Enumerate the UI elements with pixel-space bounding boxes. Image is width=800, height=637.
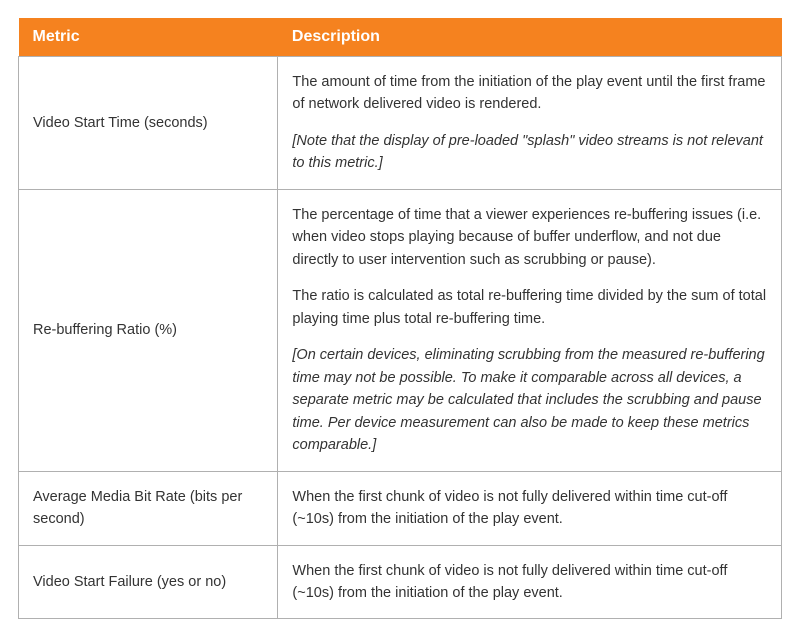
table-row: Video Start Failure (yes or no) When the… bbox=[19, 545, 782, 619]
description-cell: The percentage of time that a viewer exp… bbox=[278, 189, 782, 471]
metric-cell: Video Start Failure (yes or no) bbox=[19, 545, 278, 619]
header-metric: Metric bbox=[19, 18, 278, 57]
table-body: Video Start Time (seconds) The amount of… bbox=[19, 57, 782, 619]
description-text: When the first chunk of video is not ful… bbox=[292, 560, 767, 605]
table-row: Re-buffering Ratio (%) The percentage of… bbox=[19, 189, 782, 471]
description-text: The ratio is calculated as total re-buff… bbox=[292, 285, 767, 330]
description-note: [Note that the display of pre-loaded "sp… bbox=[292, 130, 767, 175]
header-description: Description bbox=[278, 18, 782, 57]
description-text: The amount of time from the initiation o… bbox=[292, 71, 767, 116]
description-text: When the first chunk of video is not ful… bbox=[292, 486, 767, 531]
metrics-table: Metric Description Video Start Time (sec… bbox=[18, 18, 782, 619]
metric-cell: Video Start Time (seconds) bbox=[19, 57, 278, 190]
description-note: [On certain devices, eliminating scrubbi… bbox=[292, 344, 767, 456]
description-text: The percentage of time that a viewer exp… bbox=[292, 204, 767, 271]
description-cell: The amount of time from the initiation o… bbox=[278, 57, 782, 190]
table-header: Metric Description bbox=[19, 18, 782, 57]
description-cell: When the first chunk of video is not ful… bbox=[278, 471, 782, 545]
table-row: Video Start Time (seconds) The amount of… bbox=[19, 57, 782, 190]
table-row: Average Media Bit Rate (bits per second)… bbox=[19, 471, 782, 545]
metric-cell: Average Media Bit Rate (bits per second) bbox=[19, 471, 278, 545]
metric-cell: Re-buffering Ratio (%) bbox=[19, 189, 278, 471]
description-cell: When the first chunk of video is not ful… bbox=[278, 545, 782, 619]
header-row: Metric Description bbox=[19, 18, 782, 57]
